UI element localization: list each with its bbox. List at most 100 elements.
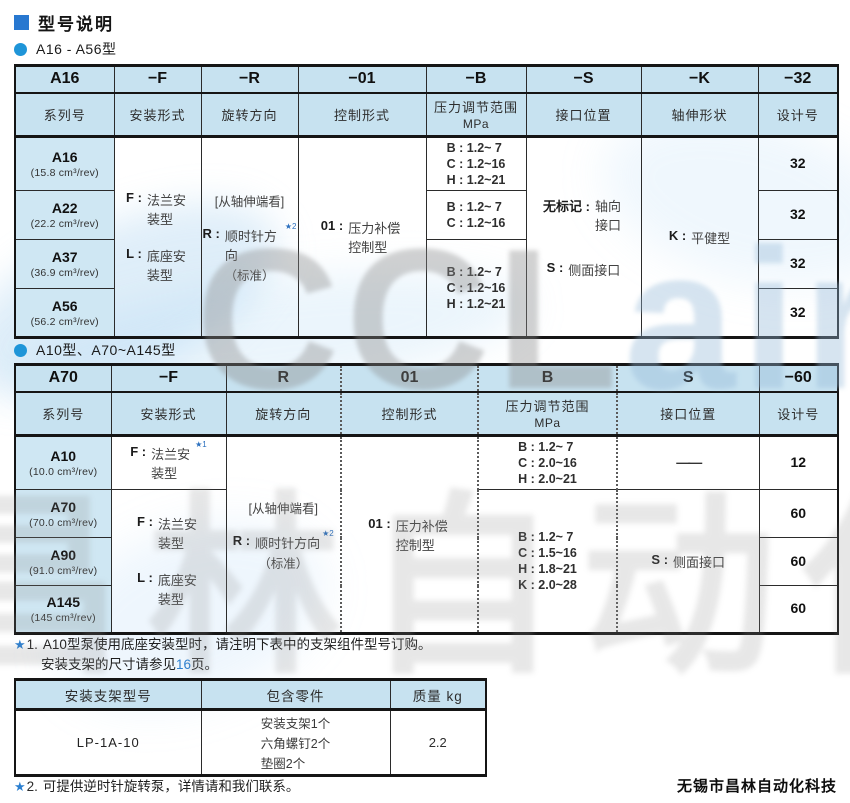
port-none-dash: —— — [676, 454, 702, 470]
t1-design-a56: 32 — [757, 288, 839, 338]
footnote-2: ★2. 可提供逆时针旋转泵，详情请和我们联系。 — [14, 775, 299, 795]
t3-parts-cell: 安装支架1个 六角螺钉2个 垫圈2个 — [200, 709, 391, 776]
t2-design-a10: 12 — [758, 435, 839, 490]
t1-pressure-a37-a56: B : 1.2~ 7 C : 1.2~16 H : 1.2~21 — [425, 239, 527, 338]
t2-header-port: 接口位置 — [616, 391, 760, 437]
t1-pressure-a16: B : 1.2~ 7 C : 1.2~16 H : 1.2~21 — [425, 136, 527, 191]
t2-design-a145: 60 — [758, 585, 839, 634]
t2-design-a70: 60 — [758, 489, 839, 538]
model-code-table-a16-a56: A16 −F −R −01 −B −S −K −32 系列号 安装形式 旋转方向… — [14, 64, 839, 339]
t2-header-pressure-label: 压力调节范围 — [505, 399, 590, 415]
footnote-1-line2-end: 页。 — [191, 657, 219, 673]
t2-series-a10: A10 (10.0 cm³/rev) — [14, 435, 112, 490]
t2-series-a90: A90 (91.0 cm³/rev) — [14, 537, 112, 586]
series-name: A145 — [46, 594, 80, 610]
title-square-icon — [14, 15, 29, 30]
t3-header-weight: 质量 kg — [389, 679, 487, 711]
part-line: 安装支架1个 — [260, 717, 331, 731]
mount-code-f: F : — [126, 190, 142, 205]
t1-header-shaft: 轴伸形状 — [640, 92, 759, 138]
t2-design-a90: 60 — [758, 537, 839, 586]
t1-row-a22: A22 (22.2 cm³/rev) B : 1.2~ 7 C : 1.2~16… — [14, 190, 839, 240]
series-displacement: (15.8 cm³/rev) — [30, 167, 99, 179]
t1-series-a16: A16 (15.8 cm³/rev) — [14, 136, 115, 191]
t3-bracket-model: LP-1A-10 — [14, 709, 202, 776]
t2-control-cell: 01 : 压力补偿控制型 — [340, 435, 479, 634]
t1-design-a37: 32 — [757, 239, 839, 289]
t1-code-design: −32 — [757, 65, 839, 94]
pressure-line: C : 1.2~16 — [446, 216, 506, 230]
t2-header-pressure-unit: MPa — [534, 416, 561, 431]
t1-code-mount: −F — [113, 65, 202, 94]
series-name: A37 — [51, 249, 78, 265]
t1-design-a16: 32 — [757, 136, 839, 191]
t1-code-series: A16 — [14, 65, 115, 94]
pressure-line: B : 1.2~ 7 — [446, 265, 502, 279]
section1-label: A16 - A56型 — [36, 41, 117, 57]
mount-footnote-mark: ★1 — [195, 440, 207, 449]
t1-code-shaft: −K — [640, 65, 759, 94]
t2-mount-rest: F : 法兰安装型 L : 底座安装型 — [110, 489, 227, 634]
bracket-model-number: LP-1A-10 — [76, 735, 140, 750]
rotation-code: R : — [202, 225, 220, 241]
rotation-standard-note: （标准） — [224, 268, 275, 283]
pressure-line: B : 1.2~ 7 — [446, 200, 502, 214]
t1-header-design: 设计号 — [757, 92, 839, 138]
port-code-none: 无标记 : — [543, 198, 590, 214]
port-code-s: S : — [651, 551, 669, 567]
series-displacement: (56.2 cm³/rev) — [30, 315, 99, 328]
design-number: 60 — [790, 504, 807, 521]
rotation-label: 顺时针方向 — [255, 535, 321, 551]
series-name: A70 — [50, 498, 77, 515]
footnote-2-text: 可提供逆时针旋转泵，详情请和我们联系。 — [42, 779, 300, 794]
footnote-1: ★1. A10型泵使用底座安装型时，请注明下表中的支架组件型号订购。 安装支架的尺… — [14, 635, 431, 676]
model-code-table-a10-a145: A70 −F R 01 B S −60 系列号 安装形式 旋转方向 控制形式 压… — [14, 363, 839, 635]
series-name: A56 — [51, 297, 78, 314]
mount-label-f: 法兰安装型 — [157, 517, 197, 551]
t2-code-port: S — [616, 364, 760, 393]
rotation-view-note: [从轴伸端看] — [248, 501, 318, 516]
section-bullet-icon — [14, 343, 27, 357]
t2-code-mount: −F — [110, 364, 227, 393]
t2-row-a90: A90 (91.0 cm³/rev) 60 — [14, 537, 839, 586]
t1-header-pressure-unit: MPa — [462, 117, 490, 132]
port-code-s: S : — [546, 259, 564, 275]
star-icon: ★ — [14, 637, 26, 652]
t1-series-a37: A37 (36.9 cm³/rev) — [14, 239, 115, 289]
pressure-line: C : 1.5~16 — [518, 546, 577, 560]
t2-pressure-rest: B : 1.2~ 7 C : 1.5~16 H : 1.8~21 K : 2.0… — [477, 489, 618, 634]
mount-label-l: 底座安装型 — [157, 573, 197, 607]
section-bullet-icon — [14, 42, 27, 56]
pressure-line: K : 2.0~28 — [518, 578, 577, 592]
design-number: 60 — [790, 600, 807, 616]
rotation-code: R : — [232, 532, 251, 548]
t1-code-port: −S — [525, 65, 642, 94]
page-reference-link[interactable]: 16 — [176, 657, 192, 673]
series-displacement: (70.0 cm³/rev) — [29, 516, 98, 529]
mount-label-f: 法兰安装型 — [151, 447, 191, 481]
port-label-s: 侧面接口 — [673, 554, 726, 570]
shaft-label: 平健型 — [691, 230, 731, 246]
rotation-view-note: [从轴伸端看] — [214, 194, 285, 209]
t1-code-control: −01 — [297, 65, 427, 94]
footnote-number: 1. — [26, 637, 38, 652]
t1-header-series: 系列号 — [14, 92, 115, 138]
t1-code-pressure: −B — [425, 65, 527, 94]
t3-weight-cell: 2.2 — [389, 709, 487, 776]
t2-code-pressure: B — [477, 364, 618, 393]
t2-series-a145: A145 (145 cm³/rev) — [14, 585, 112, 634]
design-number: 32 — [789, 155, 806, 171]
star-icon: ★ — [14, 779, 26, 794]
t1-header-mount: 安装形式 — [113, 92, 202, 138]
t1-shaft-cell: K : 平健型 — [640, 136, 759, 338]
design-number: 32 — [789, 303, 806, 320]
control-code: 01 : — [320, 218, 344, 233]
mount-code-l: L : — [137, 570, 153, 585]
mount-code-f: F : — [137, 514, 153, 529]
design-number: 60 — [790, 552, 807, 569]
series-name: A90 — [50, 546, 77, 563]
t2-series-a70: A70 (70.0 cm³/rev) — [14, 489, 112, 538]
section1-heading: A16 - A56型 — [14, 39, 117, 59]
series-displacement: (36.9 cm³/rev) — [30, 267, 99, 279]
